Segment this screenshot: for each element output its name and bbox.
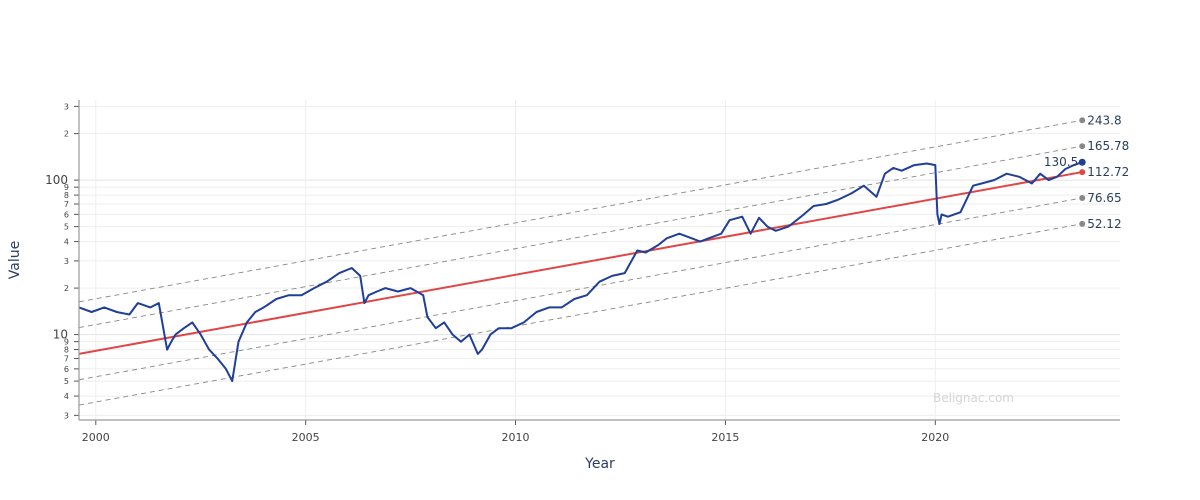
end-marker bbox=[1079, 117, 1086, 124]
x-tick-label: 2005 bbox=[292, 431, 320, 444]
grid-lines bbox=[79, 100, 1120, 420]
regression-band-line bbox=[78, 119, 1083, 303]
y-minor-tick-label: 2 bbox=[64, 284, 69, 293]
x-axis-title: Year bbox=[584, 456, 615, 472]
last-price-marker bbox=[1078, 158, 1086, 166]
y-minor-tick-label: 8 bbox=[64, 191, 69, 200]
end-marker bbox=[1079, 220, 1086, 227]
last-price-label: 130.5 bbox=[1044, 155, 1078, 169]
regression-band-line bbox=[78, 197, 1083, 381]
y-minor-tick-label: 3 bbox=[64, 257, 69, 266]
y-minor-tick-label: 5 bbox=[64, 377, 69, 386]
y-minor-tick-label: 4 bbox=[64, 392, 69, 401]
end-labels: 243.8 165.78 112.72 76.65 52.12 130.5 bbox=[1044, 113, 1129, 231]
end-marker bbox=[1079, 194, 1086, 201]
end-value-label: 165.78 bbox=[1087, 139, 1129, 153]
y-minor-tick-label: 6 bbox=[64, 210, 69, 219]
y-minor-tick-label: 2 bbox=[64, 130, 69, 139]
x-tick-label: 2010 bbox=[502, 431, 530, 444]
y-minor-tick-label: 4 bbox=[64, 238, 69, 247]
regression-line bbox=[78, 171, 1083, 355]
y-minor-tick-label: 3 bbox=[64, 102, 69, 111]
y-minor-tick-label: 3 bbox=[64, 411, 69, 420]
y-major-tick-label: 10 bbox=[53, 328, 68, 342]
end-marker bbox=[1079, 169, 1086, 176]
y-minor-tick-label: 7 bbox=[64, 355, 69, 364]
y-minor-tick-label: 9 bbox=[64, 183, 69, 192]
y-minor-tick-label: 5 bbox=[64, 223, 69, 232]
y-major-tick-label: 100 bbox=[45, 173, 68, 187]
end-marker bbox=[1079, 143, 1086, 150]
y-minor-tick-label: 7 bbox=[64, 200, 69, 209]
y-minor-tick-label: 6 bbox=[64, 365, 69, 374]
x-tick-label: 2020 bbox=[921, 431, 949, 444]
y-minor-tick-label: 9 bbox=[64, 338, 69, 347]
end-value-label: 112.72 bbox=[1087, 165, 1129, 179]
price-series bbox=[78, 161, 1083, 383]
x-tick-label: 2015 bbox=[711, 431, 739, 444]
regression-bands bbox=[78, 119, 1083, 406]
y-minor-tick-label: 8 bbox=[64, 346, 69, 355]
end-value-label: 243.8 bbox=[1087, 113, 1121, 127]
x-tick-label: 2000 bbox=[82, 431, 110, 444]
regression-band-line bbox=[78, 223, 1083, 406]
end-value-label: 52.12 bbox=[1087, 217, 1121, 231]
price-line bbox=[78, 161, 1083, 383]
regression-band-line bbox=[78, 145, 1083, 329]
end-value-label: 76.65 bbox=[1087, 191, 1121, 205]
y-axis-title: Value bbox=[7, 241, 23, 279]
watermark-text: Belignac.com bbox=[933, 391, 1014, 405]
